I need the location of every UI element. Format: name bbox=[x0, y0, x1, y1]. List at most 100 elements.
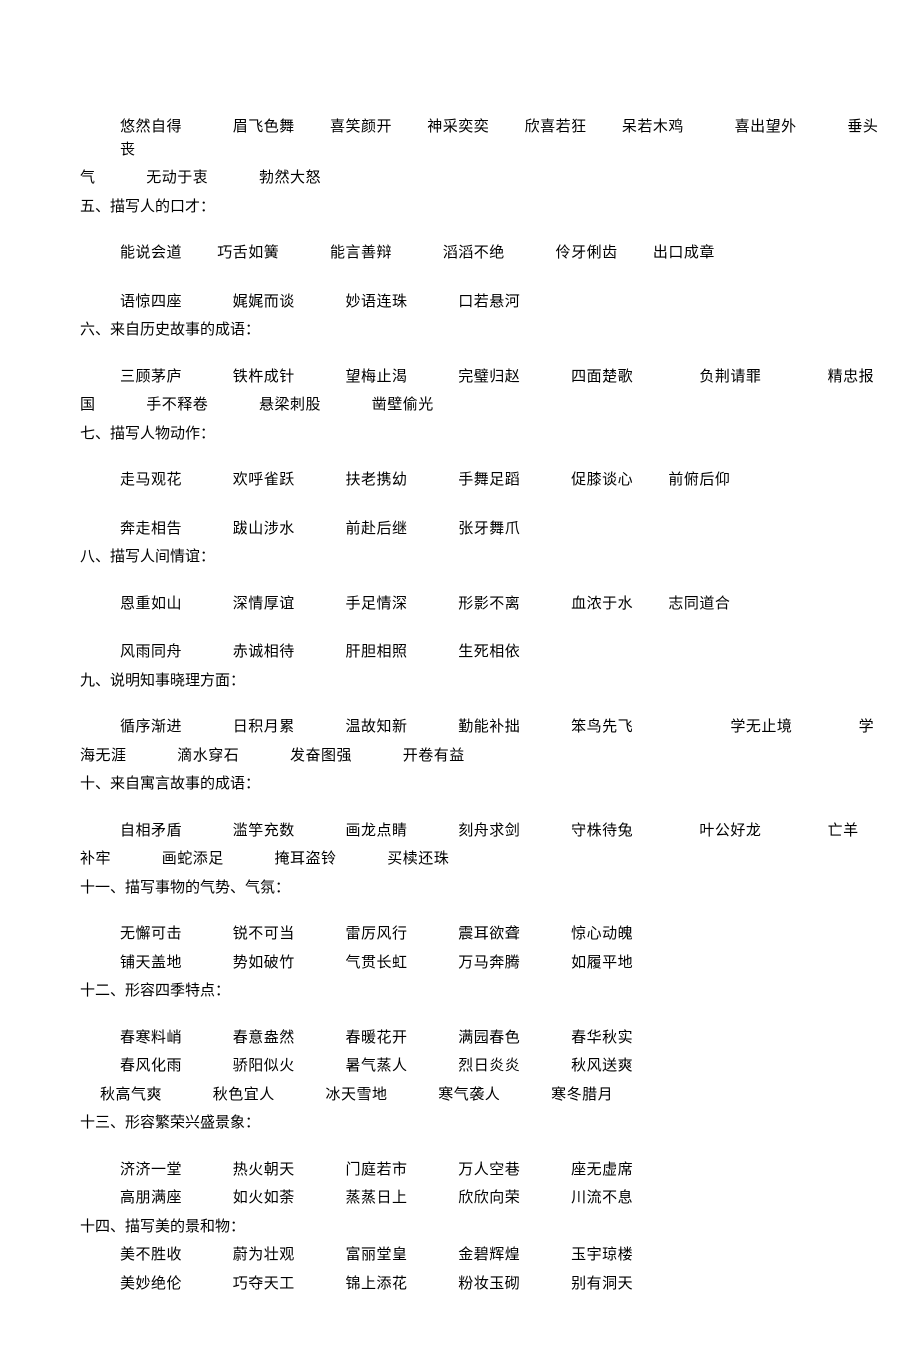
idiom: 秋高气爽 bbox=[100, 1087, 162, 1103]
idiom: 凿壁偷光 bbox=[372, 397, 434, 413]
idiom: 秋色宜人 bbox=[213, 1087, 275, 1103]
idiom: 春暖花开 bbox=[346, 1030, 408, 1046]
idiom: 掩耳盗铃 bbox=[275, 851, 337, 867]
idiom: 别有洞天 bbox=[571, 1276, 633, 1292]
idiom: 蔚为壮观 bbox=[233, 1247, 295, 1263]
idiom-row: 奔走相告 跋山涉水 前赴后继 张牙舞爪 bbox=[40, 518, 880, 541]
idiom: 亡羊 bbox=[828, 823, 859, 839]
idiom: 日积月累 bbox=[233, 719, 295, 735]
idiom: 扶老携幼 bbox=[346, 472, 408, 488]
idiom: 出口成章 bbox=[653, 245, 715, 261]
document-page: 悠然自得 眉飞色舞 喜笑颜开 神采奕奕 欣喜若狂 呆若木鸡 喜出望外 垂头丧 气… bbox=[0, 0, 920, 1361]
idiom: 蒸蒸日上 bbox=[346, 1190, 408, 1206]
idiom: 喜出望外 bbox=[735, 119, 797, 135]
idiom: 走马观花 bbox=[120, 472, 182, 488]
idiom: 促膝谈心 bbox=[571, 472, 633, 488]
idiom: 富丽堂皇 bbox=[346, 1247, 408, 1263]
idiom: 自相矛盾 bbox=[120, 823, 182, 839]
idiom: 秋风送爽 bbox=[571, 1058, 633, 1074]
idiom-fragment: 国 bbox=[80, 397, 96, 413]
idiom-row: 铺天盖地 势如破竹 气贯长虹 万马奔腾 如履平地 bbox=[40, 952, 880, 975]
idiom: 暑气蒸人 bbox=[346, 1058, 408, 1074]
idiom-row: 美不胜收 蔚为壮观 富丽堂皇 金碧辉煌 玉宇琼楼 bbox=[40, 1244, 880, 1267]
idiom: 烈日炎炎 bbox=[458, 1058, 520, 1074]
idiom: 刻舟求剑 bbox=[458, 823, 520, 839]
idiom: 气贯长虹 bbox=[346, 955, 408, 971]
idiom-row: 走马观花 欢呼雀跃 扶老携幼 手舞足蹈 促膝谈心 前俯后仰 bbox=[40, 469, 880, 492]
section-heading-11: 十一、描写事物的气势、气氛： bbox=[40, 877, 880, 900]
idiom: 悬梁刺股 bbox=[259, 397, 321, 413]
idiom-row: 风雨同舟 赤诚相待 肝胆相照 生死相依 bbox=[40, 641, 880, 664]
idiom: 血浓于水 bbox=[571, 596, 633, 612]
section-heading-9: 九、说明知事晓理方面： bbox=[40, 670, 880, 693]
idiom: 买椟还珠 bbox=[387, 851, 449, 867]
idiom-fragment: 气 bbox=[80, 170, 96, 186]
idiom: 形影不离 bbox=[458, 596, 520, 612]
idiom: 铺天盖地 bbox=[120, 955, 182, 971]
idiom: 生死相依 bbox=[458, 644, 520, 660]
idiom: 欢呼雀跃 bbox=[233, 472, 295, 488]
idiom: 春意盎然 bbox=[233, 1030, 295, 1046]
idiom: 无动于衷 bbox=[146, 170, 208, 186]
idiom-row: 无懈可击 锐不可当 雷厉风行 震耳欲聋 惊心动魄 bbox=[40, 923, 880, 946]
idiom-fragment: 海无涯 bbox=[80, 748, 127, 764]
idiom: 肝胆相照 bbox=[346, 644, 408, 660]
idiom: 深情厚谊 bbox=[233, 596, 295, 612]
idiom: 发奋图强 bbox=[290, 748, 352, 764]
idiom: 巧舌如簧 bbox=[217, 245, 279, 261]
section-heading-13: 十三、形容繁荣兴盛景象： bbox=[40, 1112, 880, 1135]
idiom: 如火如荼 bbox=[233, 1190, 295, 1206]
idiom: 神采奕奕 bbox=[427, 119, 489, 135]
idiom: 学 bbox=[859, 719, 875, 735]
idiom-row: 恩重如山 深情厚谊 手足情深 形影不离 血浓于水 志同道合 bbox=[40, 593, 880, 616]
idiom: 跋山涉水 bbox=[233, 521, 295, 537]
idiom: 雷厉风行 bbox=[346, 926, 408, 942]
idiom: 完璧归赵 bbox=[458, 369, 520, 385]
idiom-row: 能说会道 巧舌如簧 能言善辩 滔滔不绝 伶牙俐齿 出口成章 bbox=[40, 242, 880, 265]
idiom: 春寒料峭 bbox=[120, 1030, 182, 1046]
section-heading-8: 八、描写人间情谊： bbox=[40, 546, 880, 569]
idiom: 寒冬腊月 bbox=[551, 1087, 613, 1103]
idiom: 悠然自得 bbox=[120, 119, 182, 135]
idiom: 张牙舞爪 bbox=[458, 521, 520, 537]
idiom: 娓娓而谈 bbox=[233, 294, 295, 310]
idiom: 如履平地 bbox=[571, 955, 633, 971]
idiom-row: 海无涯 滴水穿石 发奋图强 开卷有益 bbox=[40, 745, 880, 768]
idiom-row: 气 无动于衷 勃然大怒 bbox=[40, 167, 880, 190]
idiom-row: 济济一堂 热火朝天 门庭若市 万人空巷 座无虚席 bbox=[40, 1159, 880, 1182]
idiom: 循序渐进 bbox=[120, 719, 182, 735]
idiom: 手舞足蹈 bbox=[458, 472, 520, 488]
idiom: 锐不可当 bbox=[233, 926, 295, 942]
idiom: 手足情深 bbox=[346, 596, 408, 612]
idiom: 惊心动魄 bbox=[571, 926, 633, 942]
idiom-row: 春风化雨 骄阳似火 暑气蒸人 烈日炎炎 秋风送爽 bbox=[40, 1055, 880, 1078]
idiom: 勃然大怒 bbox=[259, 170, 321, 186]
idiom: 眉飞色舞 bbox=[233, 119, 295, 135]
idiom-row: 国 手不释卷 悬梁刺股 凿壁偷光 bbox=[40, 394, 880, 417]
idiom: 前俯后仰 bbox=[668, 472, 730, 488]
section-heading-5: 五、描写人的口才： bbox=[40, 196, 880, 219]
idiom: 四面楚歌 bbox=[571, 369, 633, 385]
idiom: 势如破竹 bbox=[233, 955, 295, 971]
idiom: 骄阳似火 bbox=[233, 1058, 295, 1074]
idiom: 学无止境 bbox=[730, 719, 792, 735]
section-heading-12: 十二、形容四季特点： bbox=[40, 980, 880, 1003]
idiom: 欣喜若狂 bbox=[525, 119, 587, 135]
idiom: 叶公好龙 bbox=[699, 823, 761, 839]
idiom: 妙语连珠 bbox=[346, 294, 408, 310]
idiom: 温故知新 bbox=[346, 719, 408, 735]
idiom: 巧夺天工 bbox=[233, 1276, 295, 1292]
idiom: 笨鸟先飞 bbox=[571, 719, 633, 735]
idiom: 伶牙俐齿 bbox=[556, 245, 618, 261]
idiom: 守株待兔 bbox=[571, 823, 633, 839]
idiom-row: 春寒料峭 春意盎然 春暖花开 满园春色 春华秋实 bbox=[40, 1027, 880, 1050]
idiom: 寒气袭人 bbox=[438, 1087, 500, 1103]
idiom-row: 美妙绝伦 巧夺天工 锦上添花 粉妆玉砌 别有洞天 bbox=[40, 1273, 880, 1296]
idiom: 震耳欲聋 bbox=[458, 926, 520, 942]
idiom: 滔滔不绝 bbox=[443, 245, 505, 261]
idiom: 志同道合 bbox=[668, 596, 730, 612]
idiom: 冰天雪地 bbox=[326, 1087, 388, 1103]
idiom: 金碧辉煌 bbox=[458, 1247, 520, 1263]
idiom: 负荆请罪 bbox=[699, 369, 761, 385]
idiom: 满园春色 bbox=[458, 1030, 520, 1046]
